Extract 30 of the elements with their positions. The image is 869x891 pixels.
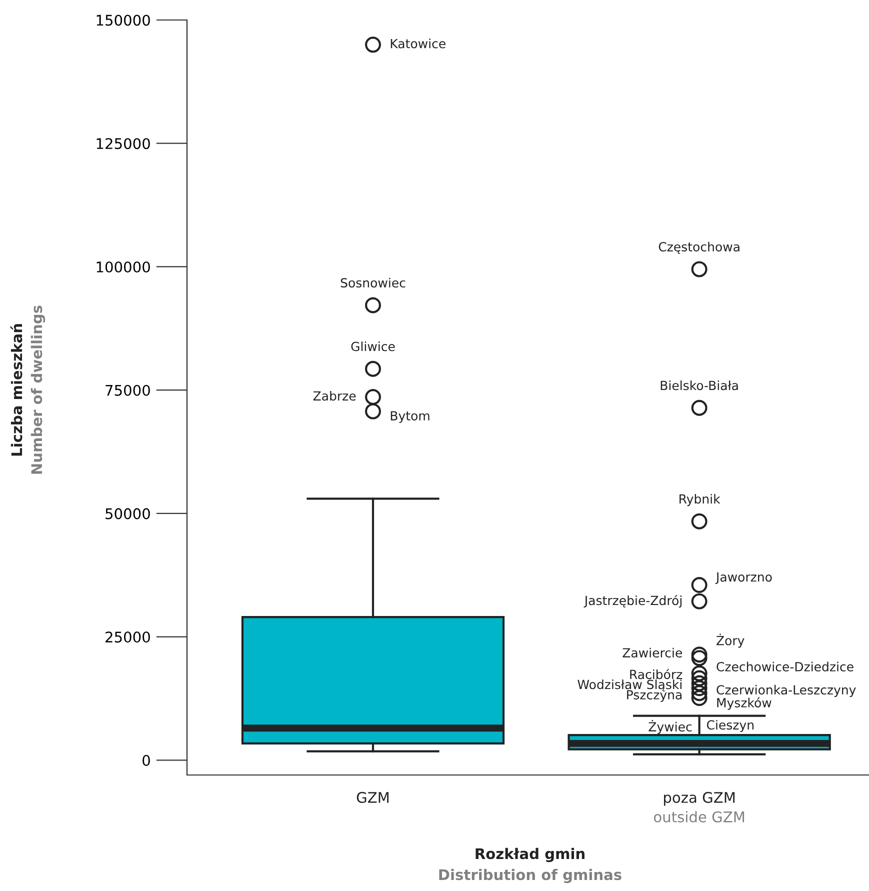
x-axis-title: Rozkład gmin Distribution of gminas: [439, 848, 622, 884]
annotation: Częstochowa: [658, 242, 740, 254]
annotation: Myszków: [717, 697, 772, 710]
annotation: Jastrzębie-Zdrój: [584, 595, 682, 608]
x-tick-label: poza GZM outside GZM: [654, 792, 744, 822]
annotation: Cieszyn: [706, 720, 754, 732]
annotation: Bielsko-Biała: [660, 380, 738, 390]
annotation: Sosnowiec: [340, 278, 406, 288]
y-tick-label: 100000: [96, 261, 150, 272]
y-tick-label: 75000: [106, 384, 150, 396]
y-tick-label: 25000: [106, 632, 150, 643]
annotation: Racibórz: [630, 668, 682, 680]
x-tick-label: GZM: [356, 792, 389, 803]
annotation: Zawiercie: [622, 648, 682, 658]
y-tick-label: 0: [142, 754, 150, 766]
annotation: Żywiec: [648, 720, 692, 734]
annotation: Czerwionka-Leszczyny: [716, 684, 856, 697]
annotation: Rybnik: [680, 494, 720, 506]
annotation: Żory: [716, 634, 744, 648]
y-axis-title: Liczba mieszkań Number of dwellings: [10, 306, 46, 474]
annotation: Zabrze: [313, 390, 356, 401]
annotation: Katowice: [390, 38, 446, 48]
annotation: Jaworzno: [715, 572, 772, 584]
y-tick-label: 150000: [96, 14, 150, 26]
y-tick-label: 125000: [96, 138, 150, 150]
annotation: Pszczyna: [627, 690, 682, 702]
y-tick-label: 50000: [106, 508, 150, 520]
annotation: Czechowice-Dziedzice: [716, 662, 854, 672]
annotation: Bytom: [390, 411, 430, 423]
annotation: Gliwice: [351, 342, 395, 352]
